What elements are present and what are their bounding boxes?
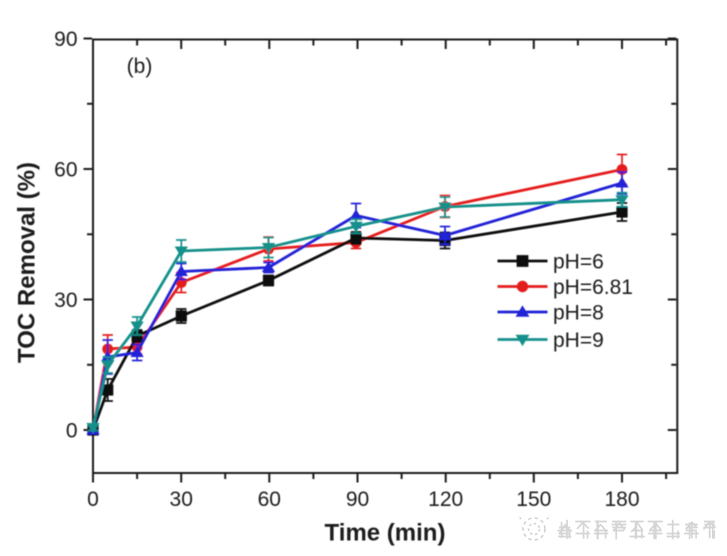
svg-text:30: 30 (170, 488, 193, 511)
svg-text:180: 180 (604, 488, 639, 511)
svg-text:60: 60 (258, 488, 281, 511)
svg-text:90: 90 (54, 28, 77, 51)
svg-text:0: 0 (87, 488, 99, 511)
svg-text:0: 0 (66, 419, 78, 442)
svg-text:Time (min): Time (min) (325, 520, 446, 547)
svg-text:(b): (b) (127, 55, 153, 78)
svg-text:pH=8: pH=8 (553, 301, 604, 324)
svg-text:pH=9: pH=9 (553, 329, 604, 352)
svg-text:120: 120 (428, 488, 463, 511)
svg-text:30: 30 (54, 289, 77, 312)
svg-text:pH=6: pH=6 (553, 250, 604, 273)
svg-text:90: 90 (346, 488, 369, 511)
svg-text:TOC Removal (%): TOC Removal (%) (14, 162, 41, 363)
svg-text:60: 60 (54, 158, 77, 181)
svg-text:pH=6.81: pH=6.81 (553, 276, 633, 299)
svg-text:150: 150 (516, 488, 551, 511)
